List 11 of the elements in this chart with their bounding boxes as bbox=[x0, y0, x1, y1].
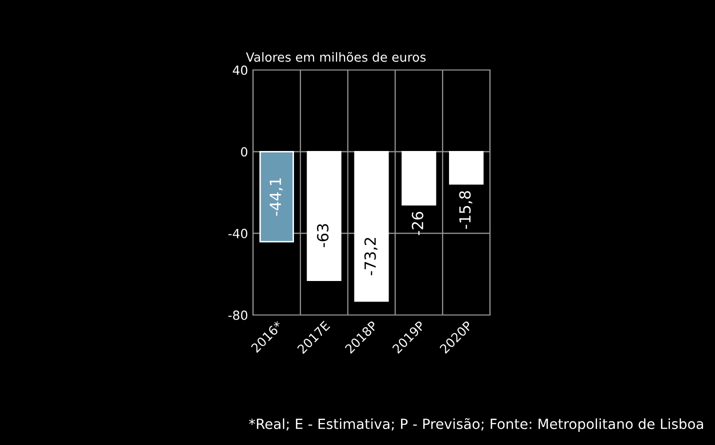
data-label: -63 bbox=[316, 224, 329, 248]
data-label: -26 bbox=[412, 212, 424, 236]
data-label: -15,8 bbox=[459, 191, 472, 229]
data-label: -44,1 bbox=[270, 178, 283, 216]
y-tick-label: 40 bbox=[232, 65, 248, 75]
y-tick-label: -80 bbox=[228, 310, 248, 320]
y-tick-label: -40 bbox=[228, 228, 248, 238]
data-label: -73,2 bbox=[364, 238, 378, 276]
text: *Real; E - Estimativa; P - Previsão; Fonte: Metropolitano de Lisboa bbox=[249, 418, 704, 432]
y-tick-label: 0 bbox=[241, 147, 248, 157]
chart-title: Valores em milhões de euros bbox=[246, 52, 426, 62]
